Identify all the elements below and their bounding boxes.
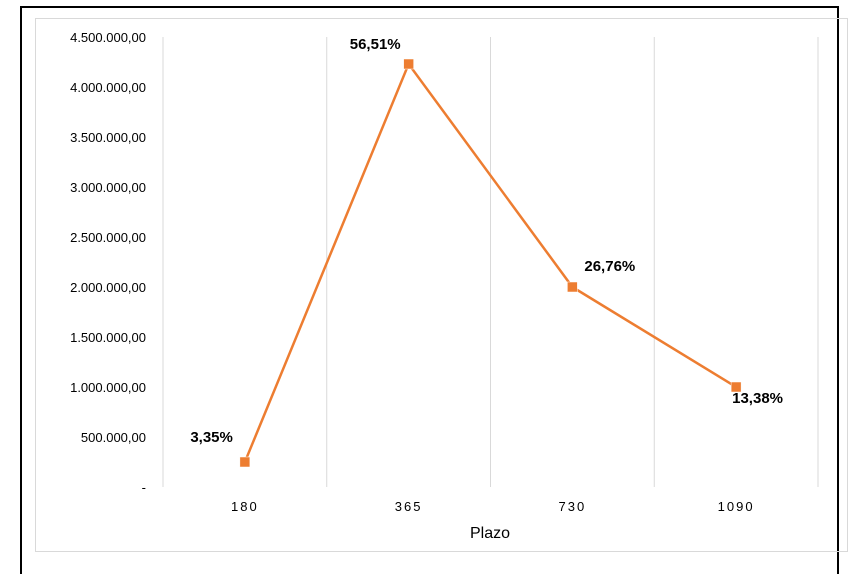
- data-label: 26,76%: [584, 258, 635, 275]
- y-tick-label: 1.500.000,00: [70, 330, 146, 345]
- data-label: 56,51%: [350, 36, 401, 53]
- y-tick-label: 2.000.000,00: [70, 280, 146, 295]
- y-tick-label: 500.000,00: [81, 430, 146, 445]
- x-tick-label: 365: [395, 499, 423, 514]
- x-axis-ticks: 180 365 730 1090: [231, 499, 755, 514]
- data-point: [239, 456, 251, 468]
- data-label: 3,35%: [190, 429, 233, 446]
- y-tick-label: 1.000.000,00: [70, 380, 146, 395]
- x-axis-label: Plazo: [470, 525, 510, 542]
- x-tick-label: 730: [559, 499, 587, 514]
- gridlines: [162, 37, 819, 487]
- data-point: [403, 58, 414, 70]
- y-axis-ticks: - 500.000,00 1.000.000,00 1.500.000,00 2.000…: [70, 30, 146, 495]
- x-tick-label: 1090: [718, 499, 755, 514]
- series-line: [243, 61, 737, 463]
- data-labels: 3,35% 56,51% 26,76% 13,38%: [190, 36, 783, 446]
- chart-frame: [20, 6, 839, 574]
- y-tick-label: 3.500.000,00: [70, 130, 146, 145]
- data-point: [567, 281, 578, 293]
- y-tick-label: 2.500.000,00: [70, 230, 146, 245]
- y-tick-label: 4.000.000,00: [70, 80, 146, 95]
- data-label: 13,38%: [732, 390, 783, 407]
- data-point: [730, 381, 742, 393]
- series-markers: [239, 58, 742, 468]
- y-tick-label: -: [142, 480, 146, 495]
- y-tick-label: 3.000.000,00: [70, 180, 146, 195]
- y-tick-label: 4.500.000,00: [70, 30, 146, 45]
- x-tick-label: 180: [231, 499, 259, 514]
- chart-area: [35, 18, 848, 552]
